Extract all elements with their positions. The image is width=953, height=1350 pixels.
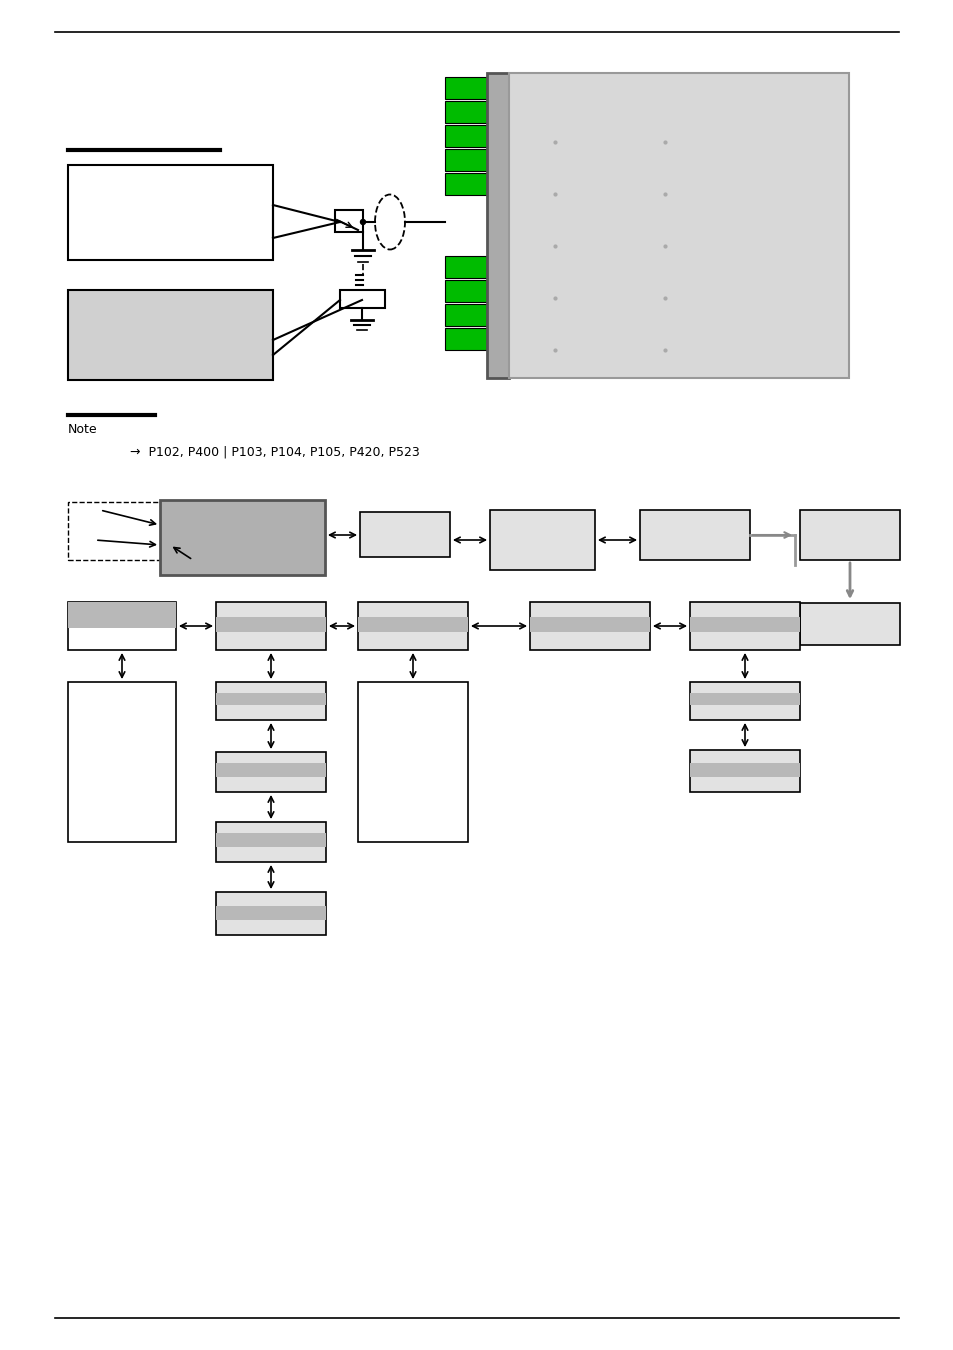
Bar: [530, 602, 649, 649]
Bar: [444, 279, 486, 302]
Bar: [639, 510, 749, 560]
Bar: [689, 763, 800, 778]
Bar: [68, 602, 175, 649]
Bar: [689, 682, 800, 720]
Bar: [215, 752, 326, 792]
Bar: [689, 617, 800, 632]
Bar: [444, 77, 486, 99]
Bar: [689, 602, 800, 649]
Bar: [215, 906, 326, 919]
Circle shape: [360, 220, 365, 224]
Bar: [339, 290, 385, 308]
Bar: [215, 833, 326, 846]
Bar: [800, 510, 899, 560]
Bar: [444, 328, 486, 350]
Bar: [800, 603, 899, 645]
Bar: [530, 617, 649, 632]
Text: →  P102, P400 | P103, P104, P105, P420, P523: → P102, P400 | P103, P104, P105, P420, P…: [130, 446, 419, 458]
Bar: [215, 822, 326, 863]
Bar: [444, 304, 486, 325]
Bar: [215, 693, 326, 705]
Bar: [357, 602, 468, 649]
Bar: [444, 173, 486, 194]
Bar: [215, 617, 326, 632]
Bar: [444, 101, 486, 123]
Bar: [215, 892, 326, 936]
Bar: [359, 512, 450, 558]
Bar: [68, 165, 273, 261]
Bar: [509, 73, 848, 378]
Bar: [689, 693, 800, 705]
Bar: [490, 510, 595, 570]
Bar: [444, 256, 486, 278]
Bar: [357, 617, 468, 632]
Bar: [68, 502, 198, 560]
Bar: [486, 73, 509, 378]
Bar: [68, 602, 175, 628]
Bar: [68, 290, 273, 379]
Bar: [215, 682, 326, 720]
Bar: [215, 602, 326, 649]
Bar: [444, 126, 486, 147]
Bar: [215, 763, 326, 778]
Text: Note: Note: [68, 423, 97, 436]
Bar: [689, 751, 800, 792]
Bar: [444, 148, 486, 171]
Bar: [357, 682, 468, 842]
Bar: [335, 211, 363, 232]
Bar: [68, 682, 175, 842]
Bar: [160, 500, 325, 575]
